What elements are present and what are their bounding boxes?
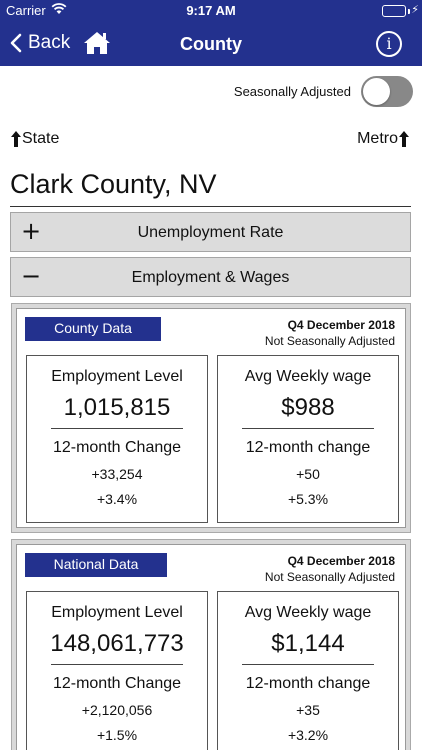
- employment-level-value: 1,015,815: [63, 394, 171, 421]
- value-underline: [51, 428, 183, 429]
- charging-icon: ⚡: [411, 4, 419, 16]
- carrier-label: Carrier: [6, 3, 46, 18]
- employment-level-box: Employment Level 148,061,773 12-month Ch…: [26, 591, 208, 750]
- national-data-panel: National Data Q4 December 2018 Not Seaso…: [11, 539, 411, 750]
- arrow-up-icon: [399, 131, 409, 147]
- seasonal-adjustment-toggle[interactable]: [361, 76, 413, 107]
- state-link-label: State: [22, 130, 60, 147]
- employment-level-value: 148,061,773: [50, 630, 184, 657]
- info-icon: i: [386, 34, 392, 53]
- section-title: Unemployment Rate: [137, 224, 284, 241]
- wage-change-label: 12-month change: [245, 675, 371, 692]
- quarter-label: Q4 December 2018: [287, 318, 395, 332]
- employment-change-label: 12-month Change: [52, 675, 182, 692]
- employment-level-title: Employment Level: [51, 604, 183, 621]
- wage-change-abs: +50: [296, 466, 320, 482]
- wage-value: $988: [281, 394, 335, 421]
- county-data-tag: County Data: [25, 317, 161, 341]
- seasonal-adjustment-label: Seasonally Adjusted: [233, 84, 351, 99]
- battery-tip: [408, 9, 410, 14]
- employment-change-label: 12-month Change: [52, 439, 182, 456]
- toggle-knob: [363, 78, 390, 105]
- wage-change-pct: +5.3%: [287, 491, 329, 507]
- metro-link-label: Metro: [357, 130, 398, 147]
- battery-icon: [382, 5, 406, 17]
- employment-change-pct: +1.5%: [96, 727, 138, 743]
- back-label: Back: [28, 32, 71, 53]
- seasonal-adjustment-row: Seasonally Adjusted: [234, 76, 413, 107]
- county-data-panel: County Data Q4 December 2018 Not Seasona…: [11, 303, 411, 533]
- avg-weekly-wage-box: Avg Weekly wage $988 12-month change +50…: [217, 355, 399, 523]
- wage-change-abs: +35: [296, 702, 320, 718]
- quarter-label: Q4 December 2018: [287, 554, 395, 568]
- employment-change-abs: +2,120,056: [81, 702, 153, 718]
- title-divider: [10, 206, 411, 207]
- metro-link[interactable]: Metro: [357, 130, 410, 148]
- wage-title: Avg Weekly wage: [244, 604, 372, 621]
- page-title: County: [180, 34, 242, 54]
- status-time: 9:17 AM: [186, 3, 236, 18]
- value-underline: [51, 664, 183, 665]
- adjustment-label: Not Seasonally Adjusted: [264, 334, 395, 348]
- navigation-bar: Back County i: [0, 22, 422, 66]
- collapse-icon: −: [21, 262, 42, 290]
- employment-change-pct: +3.4%: [96, 491, 138, 507]
- national-data-tag: National Data: [25, 553, 167, 577]
- home-button[interactable]: [83, 30, 111, 56]
- wage-title: Avg Weekly wage: [244, 368, 372, 385]
- back-button[interactable]: Back: [10, 32, 70, 54]
- period-info: Q4 December 2018 Not Seasonally Adjusted: [265, 553, 395, 585]
- county-name: Clark County, NV: [10, 169, 217, 199]
- value-underline: [242, 664, 374, 665]
- adjustment-label: Not Seasonally Adjusted: [264, 570, 395, 584]
- employment-level-box: Employment Level 1,015,815 12-month Chan…: [26, 355, 208, 523]
- employment-level-title: Employment Level: [51, 368, 183, 385]
- wage-change-label: 12-month change: [245, 439, 371, 456]
- unemployment-rate-section[interactable]: + Unemployment Rate: [10, 212, 411, 252]
- info-button[interactable]: i: [376, 31, 402, 57]
- arrow-up-icon: [11, 131, 21, 147]
- chevron-left-icon: [10, 33, 22, 53]
- home-icon: [84, 32, 110, 54]
- avg-weekly-wage-box: Avg Weekly wage $1,144 12-month change +…: [217, 591, 399, 750]
- panel-card: County Data Q4 December 2018 Not Seasona…: [16, 308, 406, 528]
- value-underline: [242, 428, 374, 429]
- period-info: Q4 December 2018 Not Seasonally Adjusted: [265, 317, 395, 349]
- wifi-icon: [51, 3, 67, 18]
- employment-change-abs: +33,254: [91, 466, 143, 482]
- wage-value: $1,144: [271, 630, 345, 657]
- state-link[interactable]: State: [10, 130, 59, 148]
- expand-icon: +: [21, 217, 42, 245]
- panel-card: National Data Q4 December 2018 Not Seaso…: [16, 544, 406, 750]
- wage-change-pct: +3.2%: [287, 727, 329, 743]
- employment-wages-section[interactable]: − Employment & Wages: [10, 257, 411, 297]
- status-bar: Carrier 9:17 AM ⚡: [0, 0, 422, 22]
- section-title: Employment & Wages: [131, 269, 290, 286]
